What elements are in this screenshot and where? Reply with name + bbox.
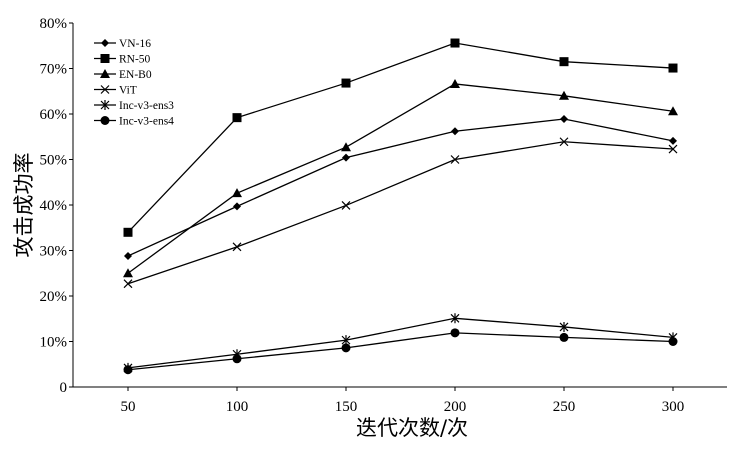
x-tick-label: 200 xyxy=(444,399,467,415)
data-point xyxy=(559,321,569,332)
data-point xyxy=(342,153,350,162)
y-axis-title: 攻击成功率 xyxy=(12,153,36,258)
legend: VN-16 RN-50 EN-B0 ViT Inc-v3-ens3 Inc-v3-ens4 xyxy=(94,38,174,128)
data-point xyxy=(450,328,460,338)
data-point xyxy=(668,106,678,116)
data-point xyxy=(560,115,568,124)
legend-marker xyxy=(100,100,110,110)
data-point xyxy=(559,90,569,100)
data-point xyxy=(451,127,459,136)
y-tick-label: 70% xyxy=(40,62,68,78)
y-tick-label: 0 xyxy=(60,380,68,396)
data-point xyxy=(341,343,351,353)
x-tick-label: 250 xyxy=(553,399,576,415)
x-tick-label: 150 xyxy=(335,399,358,415)
x-axis-title: 迭代次数/次 xyxy=(356,416,468,440)
axes: 0 10% 20% 30% 40% 50% 60% 70% 80% 50 100 150 200 250 3… xyxy=(40,16,727,415)
legend-label: VN-16 xyxy=(119,38,151,50)
data-point xyxy=(341,201,351,210)
y-tick-label: 80% xyxy=(40,16,68,32)
legend-marker xyxy=(100,54,110,63)
data-point xyxy=(232,188,242,198)
y-tick-label: 20% xyxy=(40,289,68,305)
data-point xyxy=(123,365,133,375)
legend-marker xyxy=(100,69,110,78)
legend-label: RN-50 xyxy=(119,54,151,66)
legend-item: Inc-v3-ens3 xyxy=(94,100,174,112)
data-point xyxy=(559,332,569,342)
data-point xyxy=(341,142,351,152)
series-inc-v3-ens4 xyxy=(123,328,678,375)
x-tick-label: 50 xyxy=(121,399,136,415)
data-point xyxy=(124,251,132,260)
legend-item: EN-B0 xyxy=(94,69,152,81)
series-vn-16 xyxy=(124,115,677,260)
data-point xyxy=(450,155,460,164)
y-tick-label: 60% xyxy=(40,107,68,123)
series-vit xyxy=(123,137,678,289)
series-line xyxy=(127,42,674,233)
legend-label: Inc-v3-ens4 xyxy=(119,116,174,128)
series-line xyxy=(127,332,674,371)
data-point xyxy=(450,313,460,324)
y-tick-label: 40% xyxy=(40,198,68,214)
legend-label: EN-B0 xyxy=(119,69,152,81)
series-line xyxy=(127,118,674,257)
data-point xyxy=(559,57,569,67)
series-rn-50 xyxy=(123,38,678,237)
data-point xyxy=(668,337,678,346)
data-point xyxy=(123,279,133,289)
series-line xyxy=(127,83,674,274)
y-tick-label: 50% xyxy=(40,153,68,169)
data-point xyxy=(232,354,242,364)
series-en-b0 xyxy=(123,78,678,278)
data-point xyxy=(341,78,351,88)
data-point xyxy=(233,202,241,211)
series-line xyxy=(127,317,674,369)
data-point xyxy=(669,136,677,145)
data-point xyxy=(668,63,678,73)
legend-marker xyxy=(101,39,109,47)
legend-item: Inc-v3-ens4 xyxy=(94,116,174,128)
legend-marker xyxy=(100,85,110,94)
data-point xyxy=(232,113,242,123)
data-point xyxy=(668,144,678,154)
legend-label: Inc-v3-ens3 xyxy=(119,100,174,112)
y-tick-label: 10% xyxy=(40,335,68,351)
x-tick-label: 100 xyxy=(226,399,249,415)
series-layer xyxy=(123,38,678,375)
data-point xyxy=(450,38,460,48)
series-inc-v3-ens3 xyxy=(123,313,678,373)
legend-item: ViT xyxy=(94,85,137,97)
data-point xyxy=(123,268,133,278)
data-point xyxy=(123,227,133,237)
legend-item: VN-16 xyxy=(94,38,151,50)
series-line xyxy=(127,141,674,285)
data-point xyxy=(450,78,460,88)
legend-marker xyxy=(100,116,110,125)
legend-item: RN-50 xyxy=(94,54,151,66)
data-point xyxy=(559,137,569,147)
data-point xyxy=(232,242,242,252)
legend-label: ViT xyxy=(119,85,137,97)
y-tick-label: 30% xyxy=(40,244,68,260)
x-tick-label: 300 xyxy=(662,399,685,415)
